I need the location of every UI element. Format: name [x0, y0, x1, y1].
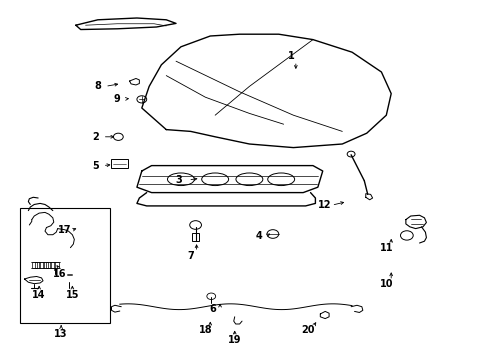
Bar: [192, 233, 199, 241]
Text: 1: 1: [287, 51, 294, 61]
Bar: [39, 262, 44, 268]
Text: 11: 11: [379, 243, 392, 253]
Text: 17: 17: [58, 225, 72, 235]
Bar: [43, 262, 48, 268]
Bar: [50, 262, 55, 268]
Text: 3: 3: [175, 175, 182, 185]
Text: 18: 18: [198, 325, 212, 336]
FancyBboxPatch shape: [111, 159, 128, 168]
Bar: [46, 262, 51, 268]
Text: 7: 7: [187, 251, 194, 261]
Text: 20: 20: [301, 325, 314, 336]
Text: 6: 6: [209, 304, 216, 314]
Text: 14: 14: [32, 290, 46, 300]
Text: 15: 15: [65, 290, 79, 300]
Text: 12: 12: [318, 200, 331, 210]
Text: 9: 9: [114, 94, 121, 104]
Bar: [54, 262, 59, 268]
Text: 2: 2: [92, 132, 99, 142]
Text: 19: 19: [227, 335, 241, 345]
Text: 10: 10: [379, 279, 392, 289]
Text: 13: 13: [54, 329, 68, 339]
FancyBboxPatch shape: [20, 208, 110, 323]
Text: 8: 8: [94, 81, 101, 91]
Text: 4: 4: [255, 231, 262, 241]
Bar: [36, 262, 40, 268]
Bar: [32, 262, 37, 268]
Text: 16: 16: [53, 269, 66, 279]
Text: 5: 5: [92, 161, 99, 171]
